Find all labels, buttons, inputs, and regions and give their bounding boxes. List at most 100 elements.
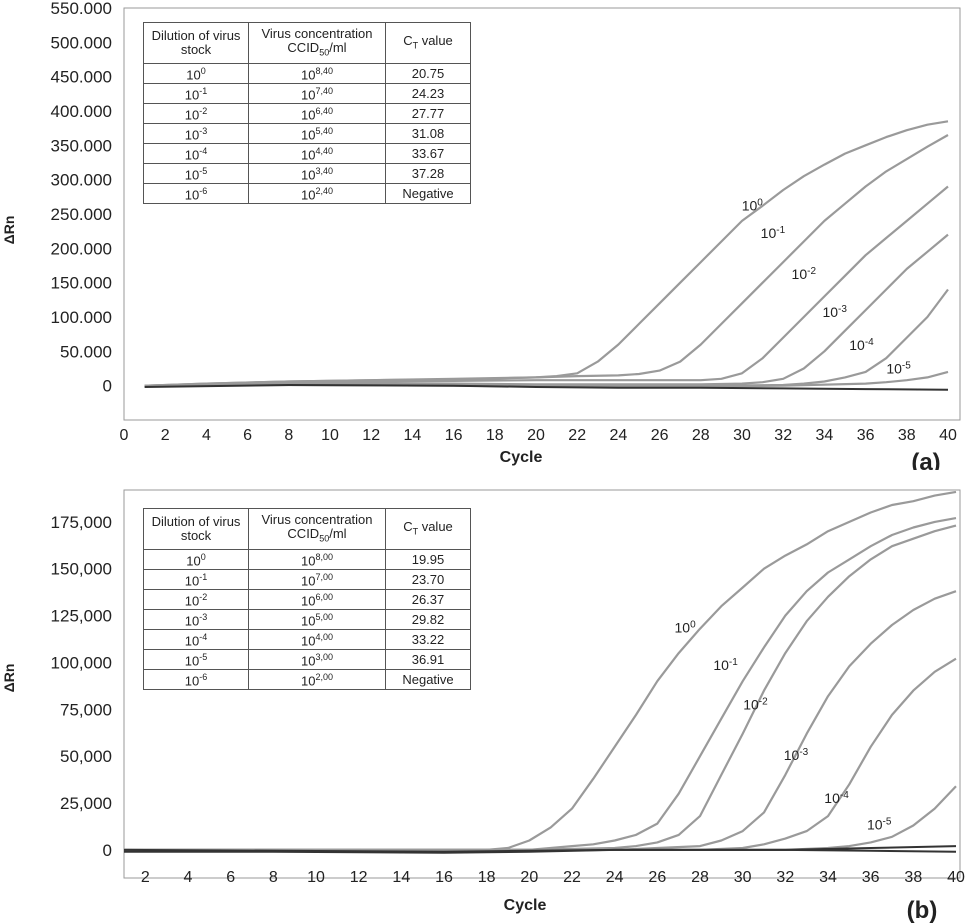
header-concentration-line1: Virus concentration	[261, 511, 373, 527]
cell-concentration: 105,00	[248, 609, 386, 630]
y-axis-label: ΔRn	[1, 216, 17, 245]
cell-concentration: 108,00	[248, 549, 386, 570]
y-tick-label: 25,000	[60, 794, 112, 813]
x-axis-label: Cycle	[504, 897, 547, 914]
x-tick-label: 16	[435, 869, 453, 886]
x-tick-label: 30	[734, 869, 752, 886]
table-row: 10-4 104,00 33.22	[143, 629, 471, 650]
panel-label: (b)	[907, 897, 938, 924]
header-dilution: Dilution of virus stock	[143, 22, 249, 64]
y-tick-label: 500.000	[51, 33, 112, 52]
label-base: 10	[886, 360, 902, 376]
x-tick-label: 8	[269, 869, 278, 886]
cell-ct-value: 31.08	[385, 123, 471, 144]
baseline-curve	[144, 384, 949, 391]
x-tick-label: 4	[184, 869, 193, 886]
cell-dilution: 100	[143, 63, 249, 84]
label-exponent: -4	[840, 790, 849, 801]
y-tick-label: 350.000	[51, 136, 112, 155]
x-tick-label: 38	[898, 427, 916, 444]
y-tick-label: 100,000	[51, 653, 112, 672]
cell-dilution: 10-4	[143, 629, 249, 650]
y-tick-label: 0	[103, 377, 112, 396]
y-axis-label: ΔRn	[1, 664, 17, 693]
x-tick-label: 14	[404, 427, 422, 444]
curve-label: 10-1	[713, 656, 738, 673]
curve-label: 10-3	[822, 304, 847, 321]
table-row: 10-3 105,00 29.82	[143, 609, 471, 630]
cell-concentration: 105,40	[248, 123, 386, 144]
x-tick-label: 22	[568, 427, 586, 444]
x-tick-label: 32	[774, 427, 792, 444]
x-tick-label: 36	[862, 869, 880, 886]
cell-dilution: 10-3	[143, 123, 249, 144]
table-row: 10-1 107,40 24.23	[143, 83, 471, 104]
x-tick-label: 26	[648, 869, 666, 886]
cell-ct-value: 23.70	[385, 569, 471, 590]
header-ct: CT value	[385, 508, 471, 550]
header-concentration-line2: CCID50/ml	[287, 525, 347, 544]
x-tick-label: 34	[816, 427, 834, 444]
cell-dilution: 10-1	[143, 569, 249, 590]
x-tick-label: 30	[733, 427, 751, 444]
label-exponent: -5	[902, 360, 911, 371]
ct-table-b: Dilution of virus stock Virus concentrat…	[143, 508, 471, 690]
label-exponent: -4	[865, 336, 874, 347]
chart-b-canvas: 0 25,000 50,000 75,000 100,000 125,000 150,000…	[1, 489, 965, 924]
curve-label: 10-2	[743, 696, 768, 713]
cell-concentration: 102,40	[248, 183, 386, 204]
cell-dilution: 100	[143, 549, 249, 570]
label-base: 10	[713, 657, 729, 673]
header-concentration: Virus concentration CCID50/ml	[248, 508, 386, 550]
chart-panel-a: 0 50.000 100.000 150.000 200.000 250.000 300.0…	[1, 0, 961, 470]
y-tick-label: 150,000	[51, 560, 112, 579]
table-row: 10-2 106,00 26.37	[143, 589, 471, 610]
header-dilution: Dilution of virus stock	[143, 508, 249, 550]
header-ct: CT value	[385, 22, 471, 64]
amplification-curve	[144, 134, 949, 387]
cell-concentration: 104,00	[248, 629, 386, 650]
cell-concentration: 108,40	[248, 63, 386, 84]
x-tick-label: 18	[486, 427, 504, 444]
header-concentration-line1: Virus concentration	[261, 25, 373, 41]
header-ct-text: CT value	[403, 518, 453, 537]
label-base: 10	[743, 696, 759, 712]
cell-concentration: 106,00	[248, 589, 386, 610]
cell-ct-value: 27.77	[385, 103, 471, 124]
cell-dilution: 10-5	[143, 649, 249, 670]
cell-dilution: 10-5	[143, 163, 249, 184]
table-row: 10-5 103,00 36.91	[143, 649, 471, 670]
x-tick-label: 12	[350, 869, 368, 886]
y-tick-label: 400.000	[51, 102, 112, 121]
cell-dilution: 10-6	[143, 669, 249, 690]
cell-concentration: 107,00	[248, 569, 386, 590]
cell-dilution: 10-2	[143, 103, 249, 124]
y-tick-label: 150.000	[51, 274, 112, 293]
x-tick-label: 40	[947, 869, 965, 886]
x-tick-label: 6	[226, 869, 235, 886]
label-exponent: -3	[838, 304, 847, 315]
header-concentration: Virus concentration CCID50/ml	[248, 22, 386, 64]
x-tick-label: 2	[141, 869, 150, 886]
label-base: 10	[742, 198, 758, 214]
cell-dilution: 10-3	[143, 609, 249, 630]
x-tick-label: 40	[939, 427, 957, 444]
cell-concentration: 106,40	[248, 103, 386, 124]
label-exponent: -2	[807, 266, 816, 277]
y-tick-label: 75,000	[60, 700, 112, 719]
x-tick-label: 38	[904, 869, 922, 886]
table-row: 100 108,40 20.75	[143, 63, 471, 84]
chart-a-canvas: 0 50.000 100.000 150.000 200.000 250.000 300.0…	[1, 0, 961, 470]
x-tick-label: 2	[161, 427, 170, 444]
y-tick-label: 200.000	[51, 239, 112, 258]
label-base: 10	[849, 337, 865, 353]
label-exponent: -1	[776, 225, 785, 236]
label-exponent: -1	[729, 656, 738, 667]
x-tick-label: 36	[857, 427, 875, 444]
chart-panel-b: 0 25,000 50,000 75,000 100,000 125,000 150,000…	[0, 478, 968, 924]
label-base: 10	[822, 304, 838, 320]
cell-dilution: 10-6	[143, 183, 249, 204]
cell-ct-value: 33.22	[385, 629, 471, 650]
y-tick-label: 125,000	[51, 607, 112, 626]
curve-label: 10-3	[784, 746, 809, 763]
